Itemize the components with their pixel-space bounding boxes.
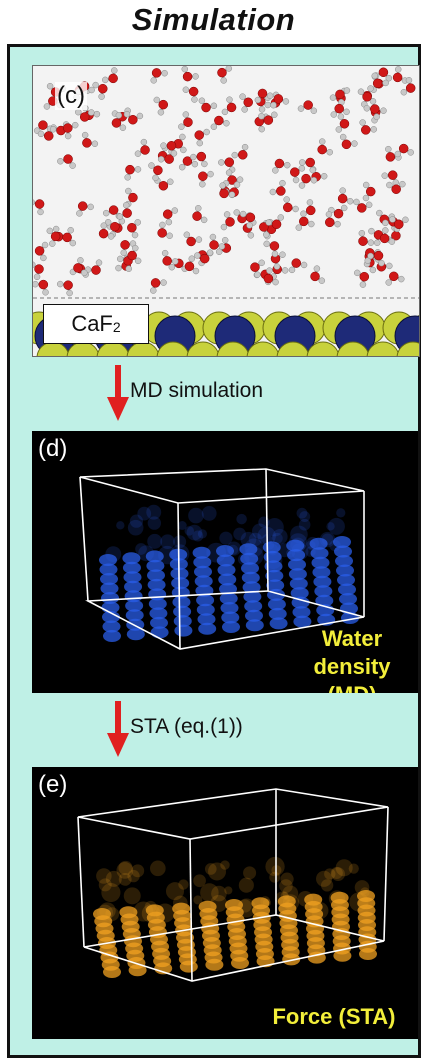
force-caption: Force (STA) <box>272 1004 396 1029</box>
panel-label-c: (c) <box>55 82 87 110</box>
panel-label-e: (e) <box>38 771 68 798</box>
substrate-label: CaF 2 <box>43 304 149 344</box>
sta-arrow <box>107 701 129 757</box>
water-density-panel: (d) Water density (MD) <box>32 431 418 693</box>
water-density-caption-line1: Water <box>321 626 383 651</box>
substrate-label-subscript: 2 <box>112 319 121 335</box>
md-simulation-arrow <box>107 365 129 421</box>
force-box <box>77 788 389 982</box>
md-snapshot-panel: (c) CaF 2 <box>32 65 420 357</box>
md-simulation-label: MD simulation <box>130 379 264 402</box>
water-density-caption-line2: density (MD) <box>313 654 391 693</box>
water-density-caption: Water density (MD) <box>290 625 414 693</box>
force-panel: (e) Force (STA) <box>32 767 418 1039</box>
water-density-box <box>79 468 365 650</box>
simulation-frame: (c) CaF 2 MD simulation (d) Water density… <box>7 44 421 1058</box>
panel-label-d: (d) <box>38 435 68 462</box>
substrate-label-text: CaF <box>71 311 113 336</box>
sta-label: STA (eq.(1)) <box>130 715 243 738</box>
figure-title: Simulation <box>131 2 296 37</box>
